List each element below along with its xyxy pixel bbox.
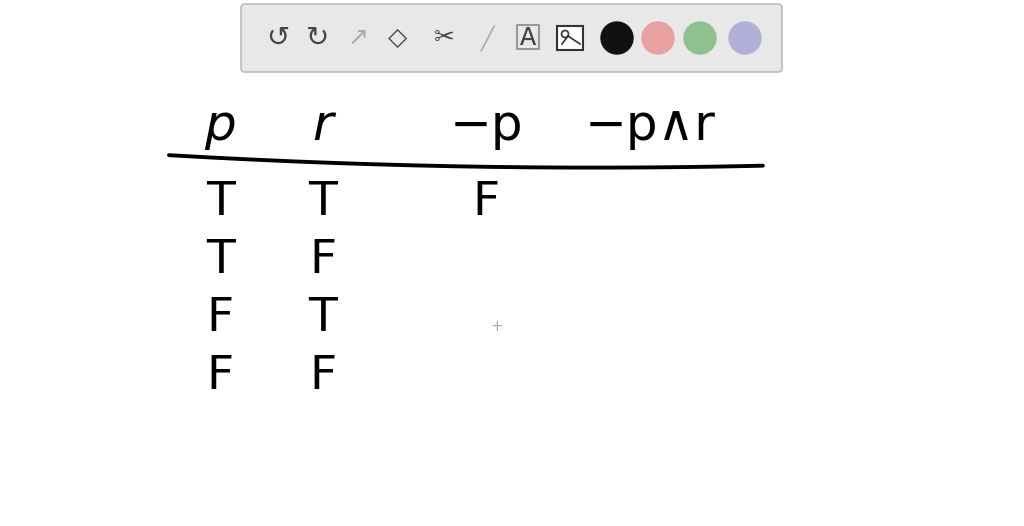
FancyBboxPatch shape xyxy=(241,4,782,72)
Text: F: F xyxy=(473,180,500,225)
Text: A: A xyxy=(520,26,536,50)
Circle shape xyxy=(684,22,716,54)
Text: ↺: ↺ xyxy=(266,24,290,52)
Text: F: F xyxy=(207,353,233,399)
Text: p: p xyxy=(204,102,237,150)
Text: r: r xyxy=(312,102,333,150)
Text: −p∧r: −p∧r xyxy=(585,102,716,150)
Text: F: F xyxy=(309,238,336,283)
Text: ✂: ✂ xyxy=(433,26,455,50)
Text: ◇: ◇ xyxy=(388,26,408,50)
Text: −p: −p xyxy=(450,102,523,150)
Text: F: F xyxy=(309,353,336,399)
Text: ↗: ↗ xyxy=(347,26,369,50)
Circle shape xyxy=(729,22,761,54)
Text: ↻: ↻ xyxy=(306,24,330,52)
Text: T: T xyxy=(206,238,234,283)
Text: F: F xyxy=(207,296,233,341)
Text: T: T xyxy=(206,180,234,225)
Circle shape xyxy=(642,22,674,54)
Text: T: T xyxy=(308,296,337,341)
Text: T: T xyxy=(308,180,337,225)
Circle shape xyxy=(601,22,633,54)
FancyBboxPatch shape xyxy=(557,26,583,50)
Text: ╱: ╱ xyxy=(481,25,495,51)
Text: A: A xyxy=(520,26,536,50)
Text: 🖼: 🖼 xyxy=(562,26,578,50)
Text: +: + xyxy=(490,319,503,333)
